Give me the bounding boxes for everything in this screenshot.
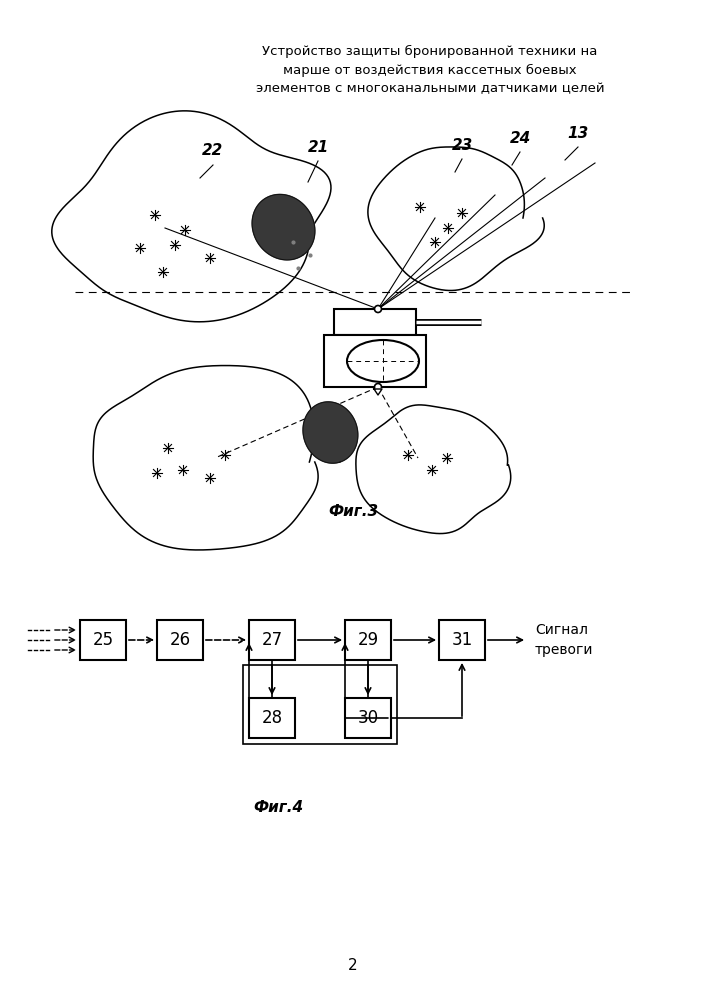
Ellipse shape [347,340,419,382]
Text: 28: 28 [262,709,283,727]
Text: 23: 23 [451,138,472,153]
Polygon shape [252,194,315,260]
Text: 29: 29 [358,631,378,649]
Polygon shape [303,402,358,463]
Bar [334,309,416,335]
Text: Сигнал
тревоги: Сигнал тревоги [535,623,593,657]
Text: 25: 25 [93,631,114,649]
Text: 21: 21 [308,140,329,155]
Text: 13: 13 [568,126,589,141]
Text: Устройство защиты бронированной техники на
марше от воздействия кассетных боевых: Устройство защиты бронированной техники … [256,45,604,95]
Bar [249,620,295,660]
Bar [243,665,397,744]
Bar [439,620,485,660]
Text: 2: 2 [348,958,358,972]
Bar [324,335,426,387]
Circle shape [375,383,382,390]
Bar [345,698,391,738]
Text: Фиг.4: Фиг.4 [253,800,303,816]
Circle shape [375,306,382,312]
Bar [157,620,203,660]
Text: 31: 31 [451,631,472,649]
Text: 27: 27 [262,631,283,649]
Text: 30: 30 [358,709,378,727]
Text: 22: 22 [202,143,223,158]
Text: Фиг.3: Фиг.3 [328,504,378,520]
Bar [345,620,391,660]
Polygon shape [374,389,382,395]
Text: 26: 26 [170,631,191,649]
Text: 24: 24 [509,131,531,146]
Bar [249,698,295,738]
Bar [80,620,126,660]
